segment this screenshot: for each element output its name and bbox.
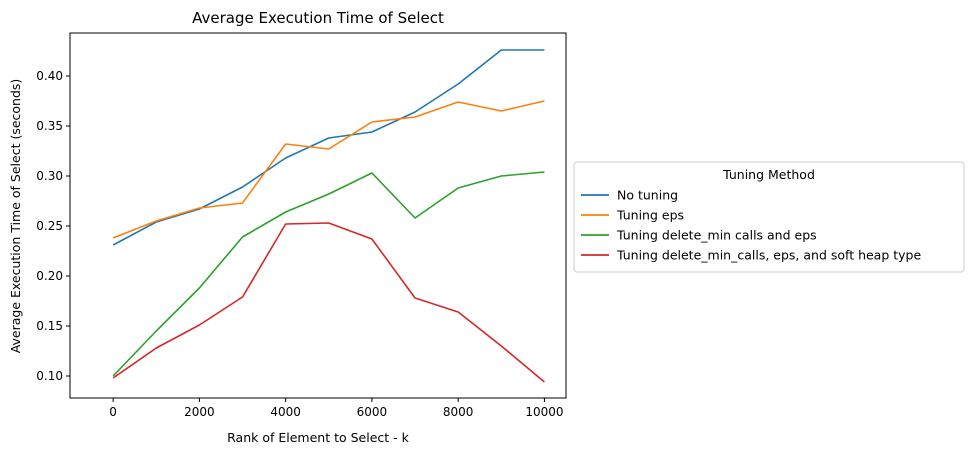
legend-entries: No tuning Tuning eps Tuning delete_min cal… [581,188,921,263]
series-layer [112,49,545,383]
legend-label: No tuning [617,188,678,203]
legend-title: Tuning Method [722,167,815,182]
y-tick-label: 0.30 [36,169,63,183]
legend-label: Tuning delete_min_calls, eps, and soft h… [616,248,921,263]
series-line-3 [112,171,545,377]
x-tick-label: 4000 [270,405,301,419]
y-tick-label: 0.40 [36,69,63,83]
y-tick-label: 0.35 [36,119,63,133]
chart-title: Average Execution Time of Select [192,9,444,27]
series-line-2 [112,100,545,239]
y-tick-label: 0.10 [36,369,63,383]
x-tick-label: 0 [109,405,117,419]
x-tick-label: 10000 [525,405,563,419]
y-axis-label: Average Execution Time of Select (second… [8,79,23,354]
y-axis: 0.10 0.15 0.20 0.25 0.30 0.35 0.40 [36,69,70,383]
plot-frame [69,32,567,399]
x-axis-label: Rank of Element to Select - k [227,430,409,445]
x-tick-label: 2000 [184,405,215,419]
legend-frame [573,161,965,273]
legend: Tuning Method No tuning Tuning eps Tuning … [573,161,965,273]
x-tick-label: 6000 [357,405,388,419]
series-line-1 [112,49,545,246]
legend-label: Tuning delete_min calls and eps [616,228,817,243]
y-tick-label: 0.15 [36,319,63,333]
x-tick-label: 8000 [443,405,474,419]
y-tick-label: 0.25 [36,219,63,233]
series-line-4 [112,222,545,383]
legend-label: Tuning eps [616,208,684,223]
x-axis: 0 2000 4000 6000 8000 10000 [109,398,564,419]
y-tick-label: 0.20 [36,269,63,283]
